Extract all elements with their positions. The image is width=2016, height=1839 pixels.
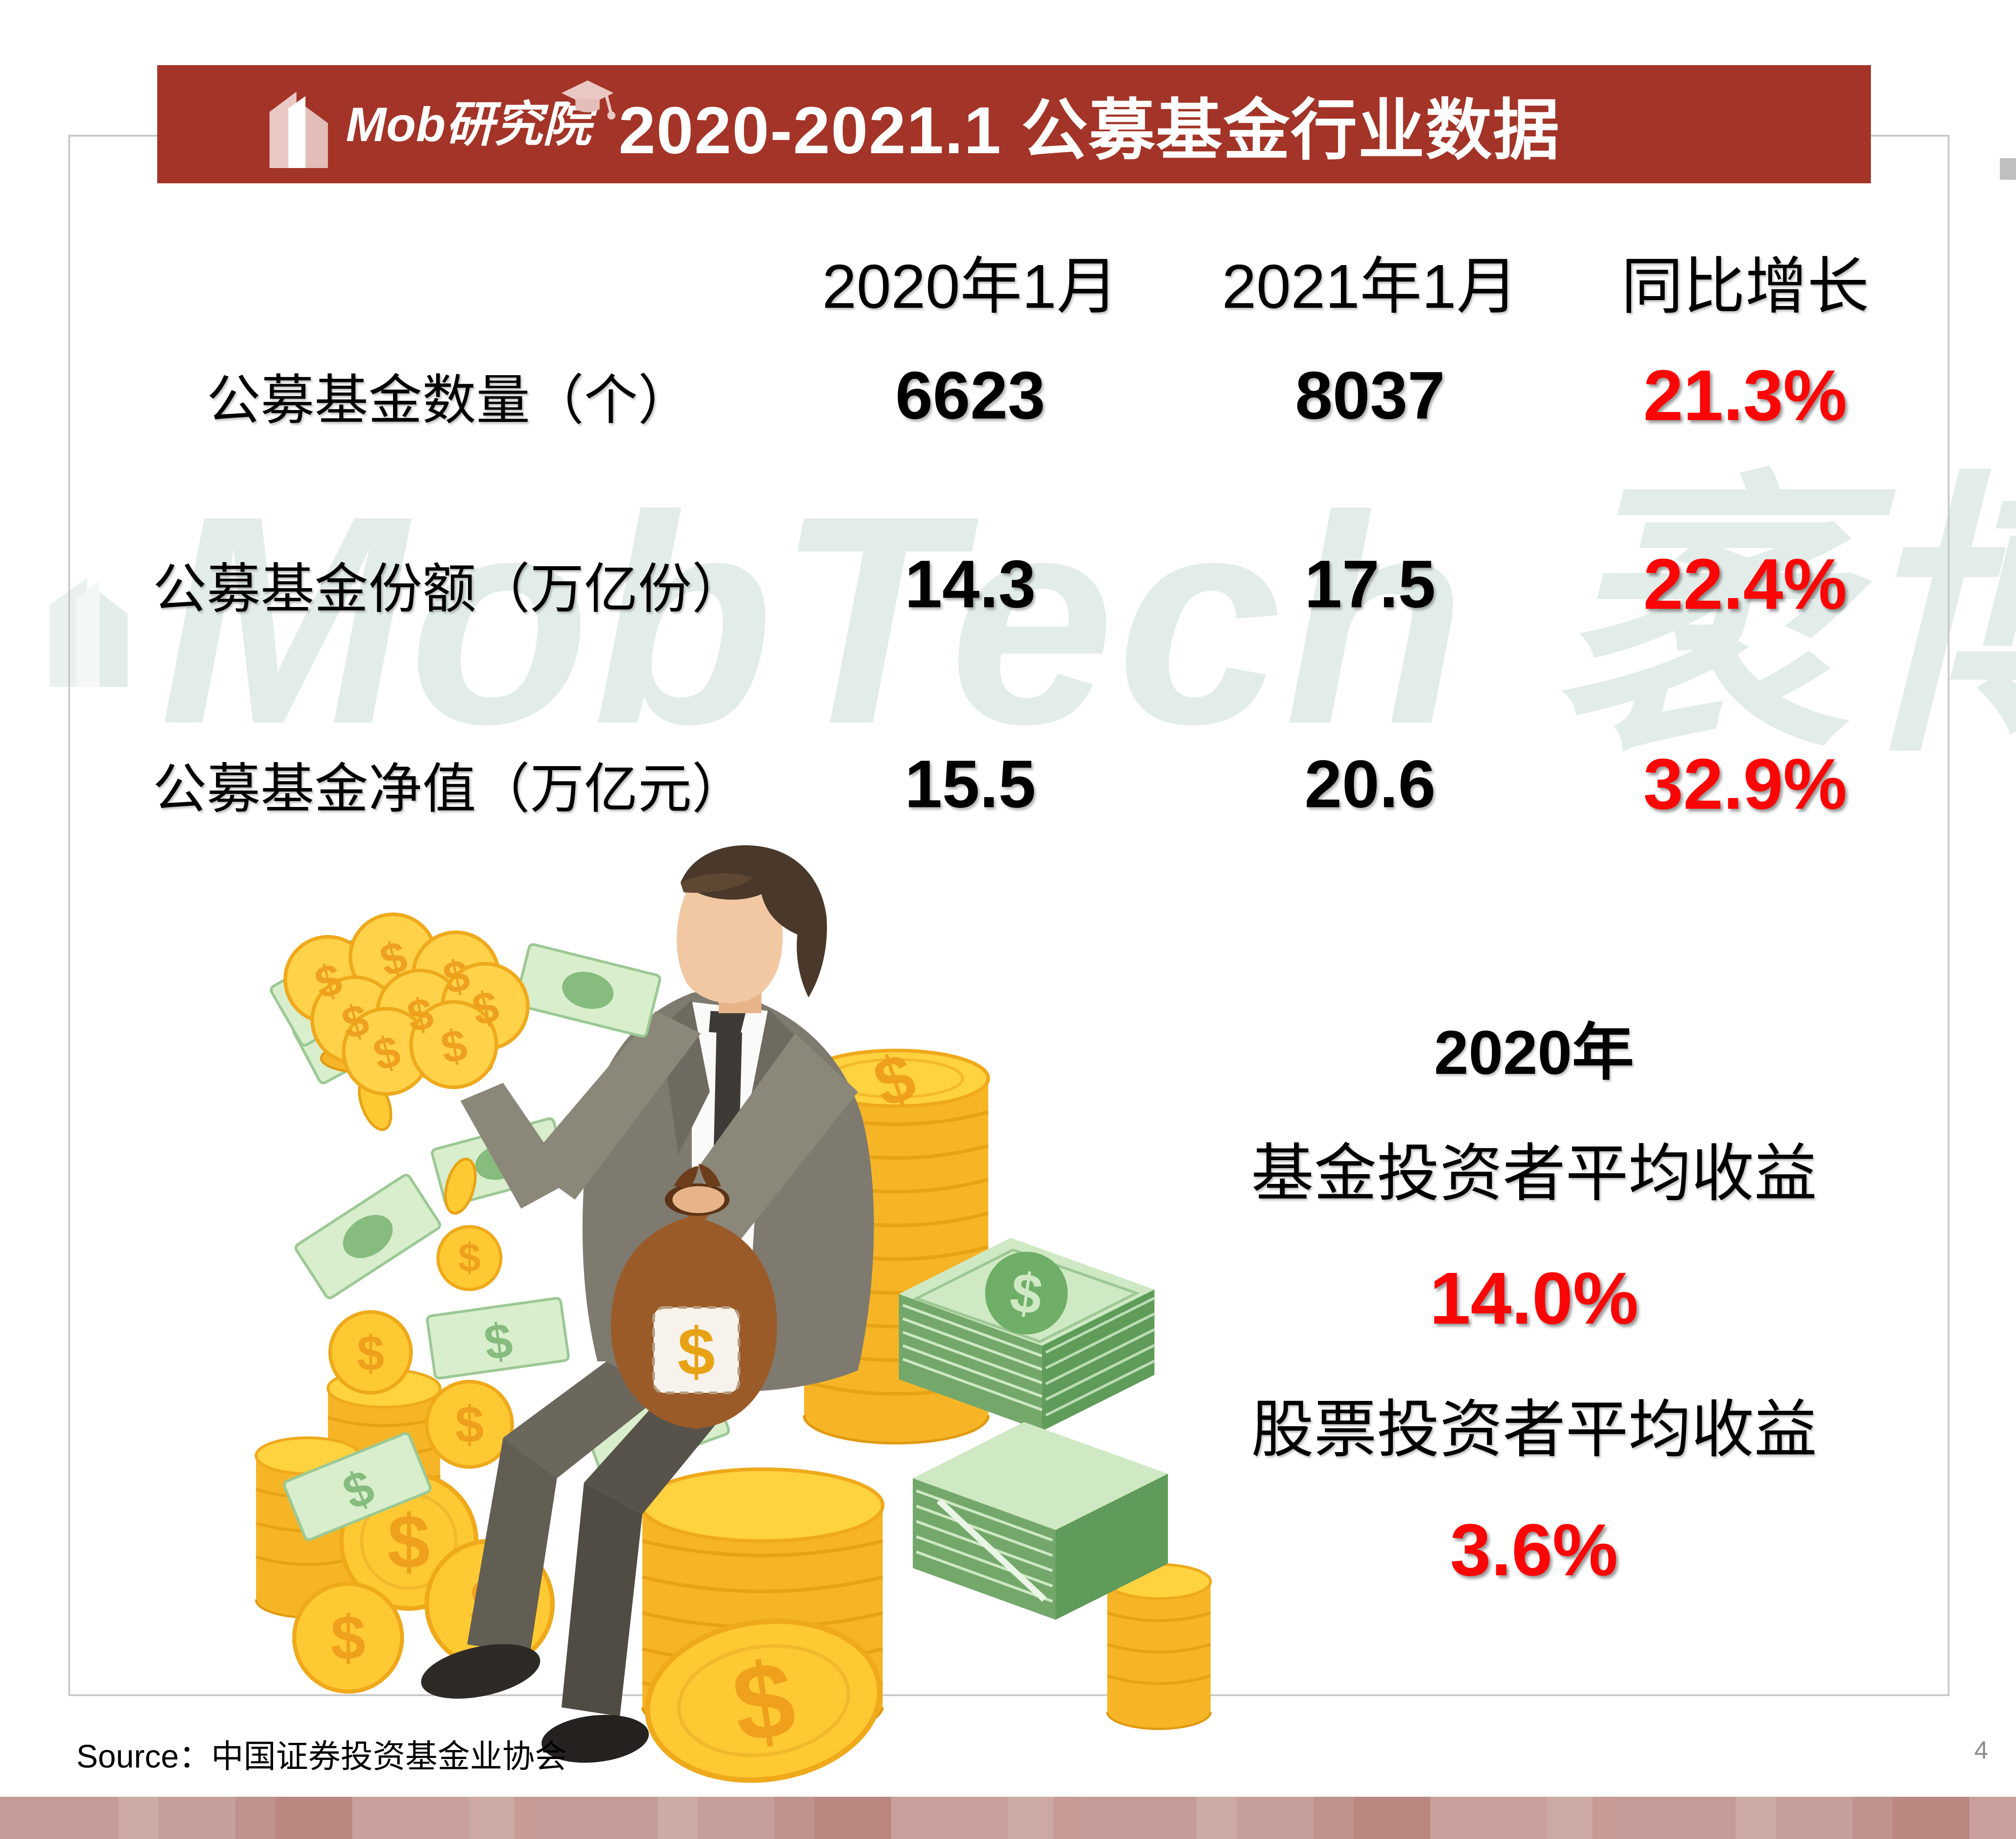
svg-text:$: $ <box>677 1314 715 1389</box>
growth-value: 22.4% <box>1643 544 1847 624</box>
logo-text: Mob研究院 <box>346 65 615 183</box>
row-label: 公募基金份额（万亿份） <box>153 559 746 619</box>
footer-stripe <box>1353 1797 1430 1839</box>
source-line: Source：中国证券投资基金业协会 <box>76 1739 567 1775</box>
slide-title: 2020-2021.1 公募基金行业数据 <box>619 93 1561 168</box>
footer-stripe <box>1892 1797 1969 1839</box>
panel-year: 2020年 <box>1434 1018 1634 1087</box>
coin-plate: $ $ $ $ $ $ $ $ <box>270 913 661 1096</box>
front-coin: $ <box>645 1618 883 1783</box>
svg-text:$: $ <box>455 1396 484 1453</box>
plate-coins <box>283 913 530 1096</box>
footer-stripe <box>658 1797 698 1839</box>
column-header-2020: 2020年1月 <box>822 252 1119 321</box>
footer-stripe <box>1969 1797 2016 1839</box>
footer-stripe <box>119 1797 159 1839</box>
coin-stack-small <box>1106 1563 1212 1730</box>
footer-stripe <box>814 1797 891 1839</box>
column-header-growth: 同比增长 <box>1621 252 1870 321</box>
footer-stripe <box>275 1797 352 1839</box>
graduation-cap-icon <box>561 80 615 120</box>
header-bar: Mob研究院 2020-2021.1 公募基金行业数据 <box>157 65 1871 183</box>
money-bag: $ <box>611 1164 777 1429</box>
footer-stripe <box>1430 1797 1547 1839</box>
logo: Mob研究院 <box>265 65 615 183</box>
footer-stripe <box>1617 1797 1736 1839</box>
cash-stack-upper: $ <box>899 1238 1155 1431</box>
page-number: 4 <box>1974 1736 1989 1764</box>
footer-stripe <box>1197 1797 1237 1839</box>
edge-marker <box>2000 158 2016 180</box>
table-value: 20.6 <box>1304 746 1436 822</box>
footer-stripe <box>539 1797 658 1839</box>
panel-fund-value: 14.0% <box>1429 1257 1639 1339</box>
table-value: 14.3 <box>905 546 1036 622</box>
footer-stripe <box>159 1797 235 1839</box>
footer-stripe <box>469 1797 514 1839</box>
footer-stripe <box>352 1797 469 1839</box>
svg-text:$: $ <box>357 1326 384 1381</box>
panel-fund-label: 基金投资者平均收益 <box>1251 1138 1817 1209</box>
row-label: 公募基金净值（万亿元） <box>153 759 746 819</box>
table-value: 15.5 <box>905 746 1036 822</box>
cash-stack-lower <box>913 1422 1168 1620</box>
panel-stock-label: 股票投资者平均收益 <box>1251 1394 1817 1465</box>
growth-value: 21.3% <box>1643 355 1847 435</box>
footer-stripe <box>1008 1797 1053 1839</box>
footer-stripe <box>1237 1797 1313 1839</box>
footer-stripe <box>1592 1797 1617 1839</box>
panel-stock-value: 3.6% <box>1450 1509 1618 1591</box>
footer-stripe <box>774 1797 814 1839</box>
building-icon <box>270 92 328 168</box>
svg-text:$: $ <box>458 1236 481 1281</box>
footer-stripe <box>235 1797 275 1839</box>
footer-stripe <box>1547 1797 1592 1839</box>
footer-stripe <box>1313 1797 1353 1839</box>
footer-stripe <box>1053 1797 1078 1839</box>
svg-text:$: $ <box>388 1499 430 1585</box>
footer-stripe <box>891 1797 1008 1839</box>
footer-stripe <box>1736 1797 1776 1839</box>
footer-stripe <box>1776 1797 1852 1839</box>
footer-stripe-bar <box>0 1797 2016 1839</box>
businessman: $ <box>421 845 874 1763</box>
wealth-illustration: $ $ <box>255 845 1212 1783</box>
row-label: 公募基金数量（个） <box>207 370 692 430</box>
table-value: 17.5 <box>1304 546 1436 622</box>
table-value: 6623 <box>895 357 1045 433</box>
table-value: 8037 <box>1295 357 1445 433</box>
footer-stripe <box>698 1797 774 1839</box>
svg-text:$: $ <box>331 1602 366 1673</box>
footer-stripe <box>1852 1797 1892 1839</box>
footer-stripe <box>514 1797 539 1839</box>
footer-stripe <box>0 1797 119 1839</box>
column-header-2021: 2021年1月 <box>1222 252 1518 321</box>
footer-stripe <box>1078 1797 1197 1839</box>
growth-value: 32.9% <box>1643 744 1847 824</box>
